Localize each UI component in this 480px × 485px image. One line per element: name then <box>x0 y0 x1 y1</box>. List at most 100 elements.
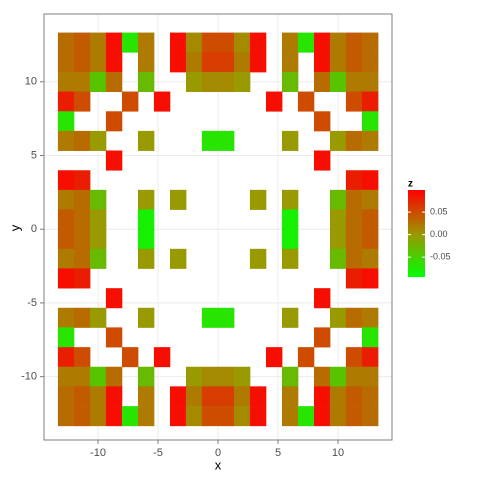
tile <box>137 406 155 427</box>
tile <box>362 189 379 210</box>
tile <box>57 386 75 407</box>
tile <box>345 189 363 210</box>
tile <box>74 268 91 289</box>
tile <box>314 386 331 407</box>
tile <box>74 189 91 210</box>
tile <box>362 111 379 132</box>
tile <box>297 347 315 368</box>
tile <box>89 307 107 328</box>
tile <box>137 52 155 73</box>
tile <box>362 347 379 368</box>
tile <box>89 189 107 210</box>
tile <box>218 406 235 427</box>
legend-tick-label: 0.05 <box>430 206 448 216</box>
tile <box>266 347 283 368</box>
tile <box>74 52 91 73</box>
x-axis-label: x <box>215 457 222 472</box>
tile <box>249 189 267 210</box>
tile <box>345 209 363 230</box>
tile <box>105 52 123 73</box>
tile <box>345 366 363 387</box>
tile <box>201 71 219 92</box>
tile <box>89 366 107 387</box>
tile <box>89 32 107 53</box>
tile <box>74 366 91 387</box>
y-tick-label: 10 <box>25 76 37 88</box>
tile <box>74 209 91 230</box>
tile <box>345 130 363 151</box>
tile <box>74 32 91 53</box>
y-axis-label: y <box>7 224 22 231</box>
tile <box>297 406 315 427</box>
tile <box>218 130 235 151</box>
y-tick-label: -5 <box>27 297 37 309</box>
tile <box>74 406 91 427</box>
tile <box>105 406 123 427</box>
tile <box>89 406 107 427</box>
tile <box>122 406 139 427</box>
tile <box>57 366 75 387</box>
tile <box>362 248 379 269</box>
tile <box>345 347 363 368</box>
tile <box>89 248 107 269</box>
tile <box>137 130 155 151</box>
tile <box>362 366 379 387</box>
x-tick-label: -10 <box>90 447 106 459</box>
tile <box>57 209 75 230</box>
tile <box>57 248 75 269</box>
tile <box>329 366 347 387</box>
tile <box>170 189 187 210</box>
tile <box>329 71 347 92</box>
tile <box>249 52 267 73</box>
tile <box>89 209 107 230</box>
tile <box>74 229 91 250</box>
tile <box>185 71 203 92</box>
tile <box>281 130 299 151</box>
colorbar <box>408 190 425 277</box>
tile <box>137 32 155 53</box>
tile <box>57 327 75 348</box>
tile <box>137 71 155 92</box>
tile <box>122 32 139 53</box>
tile <box>281 189 299 210</box>
tile <box>281 209 299 230</box>
tile <box>281 52 299 73</box>
tile <box>137 366 155 387</box>
tile <box>345 91 363 112</box>
legend-tick-label: 0.00 <box>430 229 448 239</box>
tile <box>329 189 347 210</box>
tile <box>329 406 347 427</box>
tile <box>314 366 331 387</box>
y-tick-label: -10 <box>21 371 37 383</box>
tile <box>137 248 155 269</box>
tile <box>74 71 91 92</box>
tile <box>345 32 363 53</box>
tile <box>314 111 331 132</box>
tile <box>345 386 363 407</box>
tile <box>201 406 219 427</box>
tile <box>74 91 91 112</box>
tile <box>362 268 379 289</box>
tile <box>122 91 139 112</box>
tile <box>74 170 91 191</box>
tile <box>74 386 91 407</box>
tile <box>201 32 219 53</box>
x-tick-label: 0 <box>215 447 221 459</box>
tile <box>233 71 251 92</box>
tile <box>57 307 75 328</box>
tile <box>314 32 331 53</box>
tile <box>362 32 379 53</box>
tile <box>218 307 235 328</box>
tile <box>89 386 107 407</box>
tile <box>218 366 235 387</box>
tile <box>105 150 123 171</box>
tile <box>281 71 299 92</box>
tile <box>170 52 187 73</box>
tile <box>105 71 123 92</box>
tile <box>57 268 75 289</box>
x-tick-label: -5 <box>153 447 163 459</box>
tile <box>185 406 203 427</box>
tile <box>281 229 299 250</box>
tile <box>345 248 363 269</box>
tile <box>105 386 123 407</box>
